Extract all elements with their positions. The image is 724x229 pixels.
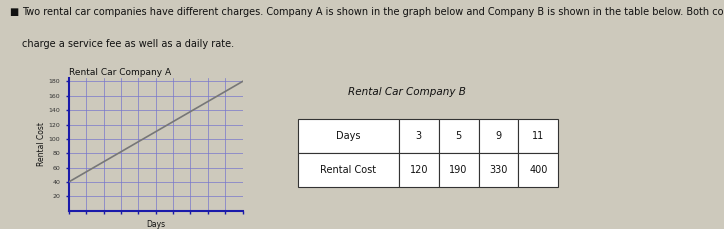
Bar — [439, 119, 479, 153]
Text: 11: 11 — [532, 131, 544, 141]
Text: ■: ■ — [9, 7, 19, 17]
Text: 400: 400 — [529, 165, 547, 175]
Bar — [479, 119, 518, 153]
Text: Rental Car Company A: Rental Car Company A — [69, 68, 171, 77]
Bar — [439, 153, 479, 187]
Text: 5: 5 — [455, 131, 462, 141]
Bar — [518, 119, 558, 153]
Text: Rental Car Company B: Rental Car Company B — [348, 87, 466, 97]
X-axis label: Days: Days — [146, 220, 165, 229]
Text: Rental Cost: Rental Cost — [320, 165, 376, 175]
Text: 9: 9 — [495, 131, 502, 141]
Text: 190: 190 — [450, 165, 468, 175]
Text: Days: Days — [336, 131, 361, 141]
Text: 330: 330 — [489, 165, 508, 175]
Bar — [298, 153, 399, 187]
Bar — [399, 153, 439, 187]
Text: 3: 3 — [416, 131, 422, 141]
Text: Two rental car companies have different charges. Company A is shown in the graph: Two rental car companies have different … — [22, 7, 724, 17]
Text: charge a service fee as well as a daily rate.: charge a service fee as well as a daily … — [22, 39, 234, 49]
Text: 120: 120 — [410, 165, 428, 175]
Bar — [399, 119, 439, 153]
Y-axis label: Rental Cost: Rental Cost — [37, 122, 46, 166]
Bar — [479, 153, 518, 187]
Bar — [518, 153, 558, 187]
Bar — [298, 119, 399, 153]
